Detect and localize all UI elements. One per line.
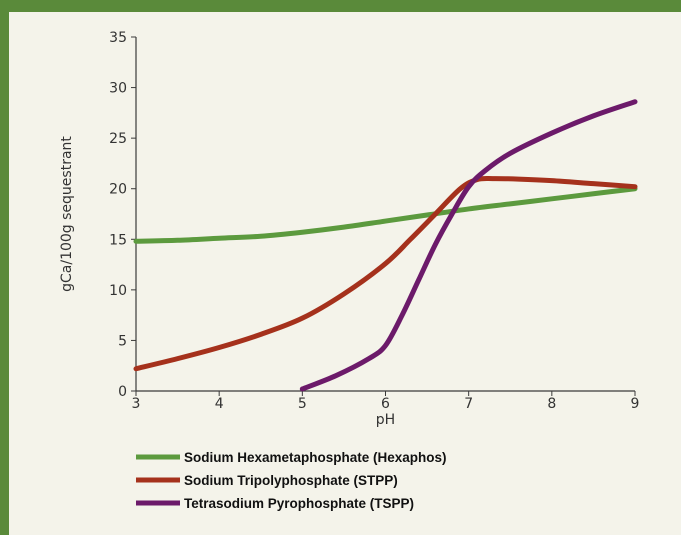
y-tick-label: 0	[118, 384, 127, 400]
x-axis-title: pH	[376, 412, 395, 428]
series-layer	[133, 99, 638, 392]
x-tick-label: 4	[215, 396, 224, 412]
y-tick-label: 5	[118, 333, 127, 349]
axes: 0 5 10 15 20 25 30 35 3 4 5 6 7 8 9 pH gCa/100g sequestr…	[59, 30, 639, 428]
chart-panel	[9, 12, 681, 535]
y-tick-label: 15	[109, 232, 127, 248]
y-axis-title: gCa/100g sequestrant	[59, 136, 75, 292]
y-tick-label: 10	[109, 283, 127, 299]
x-tick-label: 3	[132, 396, 141, 412]
y-tick-label: 25	[109, 131, 127, 147]
legend-label-2: Sodium Tripolyphosphate (STPP)	[184, 473, 398, 488]
series-line-1	[133, 186, 638, 244]
legend-label-3: Tetrasodium Pyrophosphate (TSPP)	[184, 496, 414, 511]
x-tick-label: 5	[298, 396, 307, 412]
x-tick-label: 9	[631, 396, 640, 412]
x-tick-label: 7	[464, 396, 473, 412]
y-tick-label: 20	[109, 182, 127, 198]
y-tick-label: 30	[109, 81, 127, 97]
series-line-2	[133, 176, 638, 372]
y-tick-label: 35	[109, 30, 127, 46]
legend: Sodium Hexametaphosphate (Hexaphos) Sodiu…	[136, 450, 447, 511]
legend-label-1: Sodium Hexametaphosphate (Hexaphos)	[184, 450, 447, 465]
x-tick-label: 6	[381, 396, 390, 412]
series-line-3	[299, 99, 638, 392]
x-tick-label: 8	[547, 396, 556, 412]
